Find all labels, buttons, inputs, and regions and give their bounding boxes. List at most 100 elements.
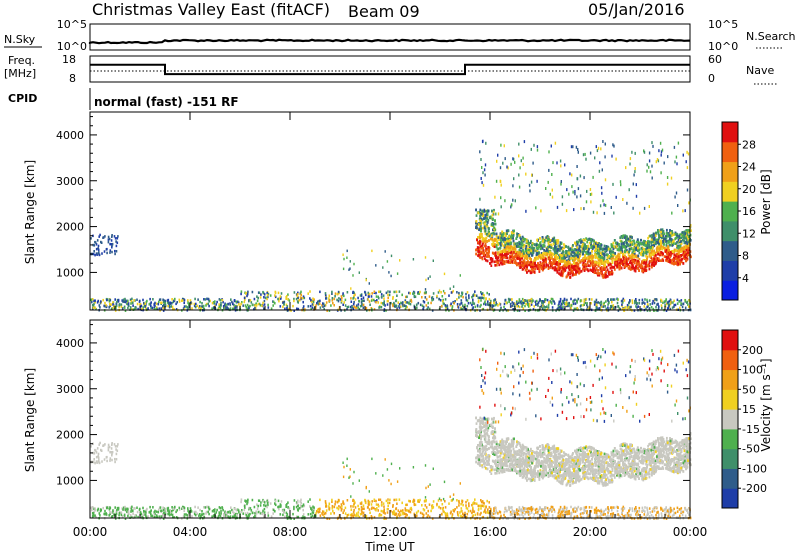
data-cell [683, 241, 686, 245]
data-cell [624, 265, 626, 269]
data-cell [526, 299, 529, 302]
data-cell [612, 298, 615, 301]
data-cell [534, 257, 536, 260]
data-cell [478, 296, 481, 300]
data-cell [583, 249, 586, 253]
data-cell [451, 305, 454, 308]
data-cell [300, 290, 302, 294]
data-cell [680, 302, 682, 305]
data-cell [503, 256, 505, 259]
data-cell [526, 271, 528, 274]
data-cell [522, 238, 524, 242]
data-cell [530, 303, 533, 306]
data-cell [493, 301, 495, 304]
data-cell [442, 299, 444, 303]
data-cell [111, 235, 113, 238]
data-cell [623, 254, 626, 258]
data-cell [629, 261, 631, 265]
data-cell [517, 304, 519, 308]
data-cell [546, 253, 548, 256]
data-cell [240, 290, 243, 293]
data-cell [598, 274, 601, 277]
data-cell [274, 294, 276, 297]
data-cell [194, 305, 197, 309]
data-cell [536, 302, 539, 306]
data-cell [596, 261, 599, 265]
data-cell [505, 301, 507, 304]
data-cell [637, 240, 640, 244]
data-cell [674, 231, 677, 235]
data-cell [493, 260, 496, 264]
data-cell [129, 306, 132, 309]
data-cell [555, 268, 557, 272]
data-cell [544, 298, 546, 301]
data-cell [462, 304, 464, 307]
data-cell [649, 234, 652, 238]
data-cell [476, 222, 479, 226]
data-cell [655, 240, 658, 244]
data-cell [530, 247, 532, 250]
data-cell [641, 265, 643, 268]
data-cell [622, 301, 624, 304]
data-cell [471, 295, 473, 299]
data-cell [160, 301, 162, 304]
data-cell [266, 293, 269, 297]
data-cell [408, 291, 410, 295]
data-cell [522, 243, 525, 247]
data-cell [257, 302, 260, 306]
data-cell [485, 303, 487, 306]
data-cell [638, 251, 641, 255]
data-cell [362, 303, 365, 307]
data-cell [331, 292, 333, 295]
data-cell [676, 260, 679, 263]
data-cell [499, 261, 502, 265]
data-cell [419, 290, 421, 294]
data-cell [531, 266, 534, 269]
data-cell [403, 304, 406, 307]
data-cell [91, 298, 94, 301]
data-cell [370, 299, 373, 302]
data-cell [504, 308, 506, 311]
data-cell [677, 254, 680, 257]
data-cell [531, 242, 534, 245]
data-cell [533, 270, 536, 274]
data-cell [195, 302, 197, 306]
data-cell [620, 235, 623, 238]
data-cell [527, 302, 529, 306]
data-cell [238, 303, 240, 306]
data-cell [427, 306, 429, 309]
data-cell [582, 252, 585, 255]
data-cell [331, 290, 333, 294]
data-cell [343, 294, 345, 298]
data-cell [142, 306, 144, 309]
data-cell [459, 303, 461, 306]
data-cell [609, 271, 612, 274]
data-cell [382, 294, 385, 297]
data-cell [413, 292, 415, 295]
data-cell [480, 299, 482, 302]
data-cell [572, 302, 575, 305]
data-cell [302, 307, 304, 310]
data-cell [99, 306, 101, 309]
data-cell [575, 242, 577, 246]
data-cell [516, 309, 519, 312]
data-cell [684, 306, 687, 310]
data-cell [203, 307, 206, 311]
data-cell [263, 299, 266, 303]
data-cell [175, 308, 178, 311]
data-cell [680, 260, 683, 264]
data-cell [644, 248, 647, 251]
data-cell [159, 298, 162, 301]
data-cell [515, 300, 518, 304]
data-cell [547, 250, 550, 253]
data-cell [510, 249, 513, 253]
data-cell [245, 292, 247, 295]
data-cell [487, 300, 489, 303]
data-cell [627, 254, 630, 257]
data-cell [110, 303, 112, 306]
data-cell [641, 301, 644, 304]
data-cell [600, 302, 603, 305]
data-cell [598, 249, 601, 253]
data-cell [520, 260, 523, 264]
data-cell [662, 252, 664, 256]
